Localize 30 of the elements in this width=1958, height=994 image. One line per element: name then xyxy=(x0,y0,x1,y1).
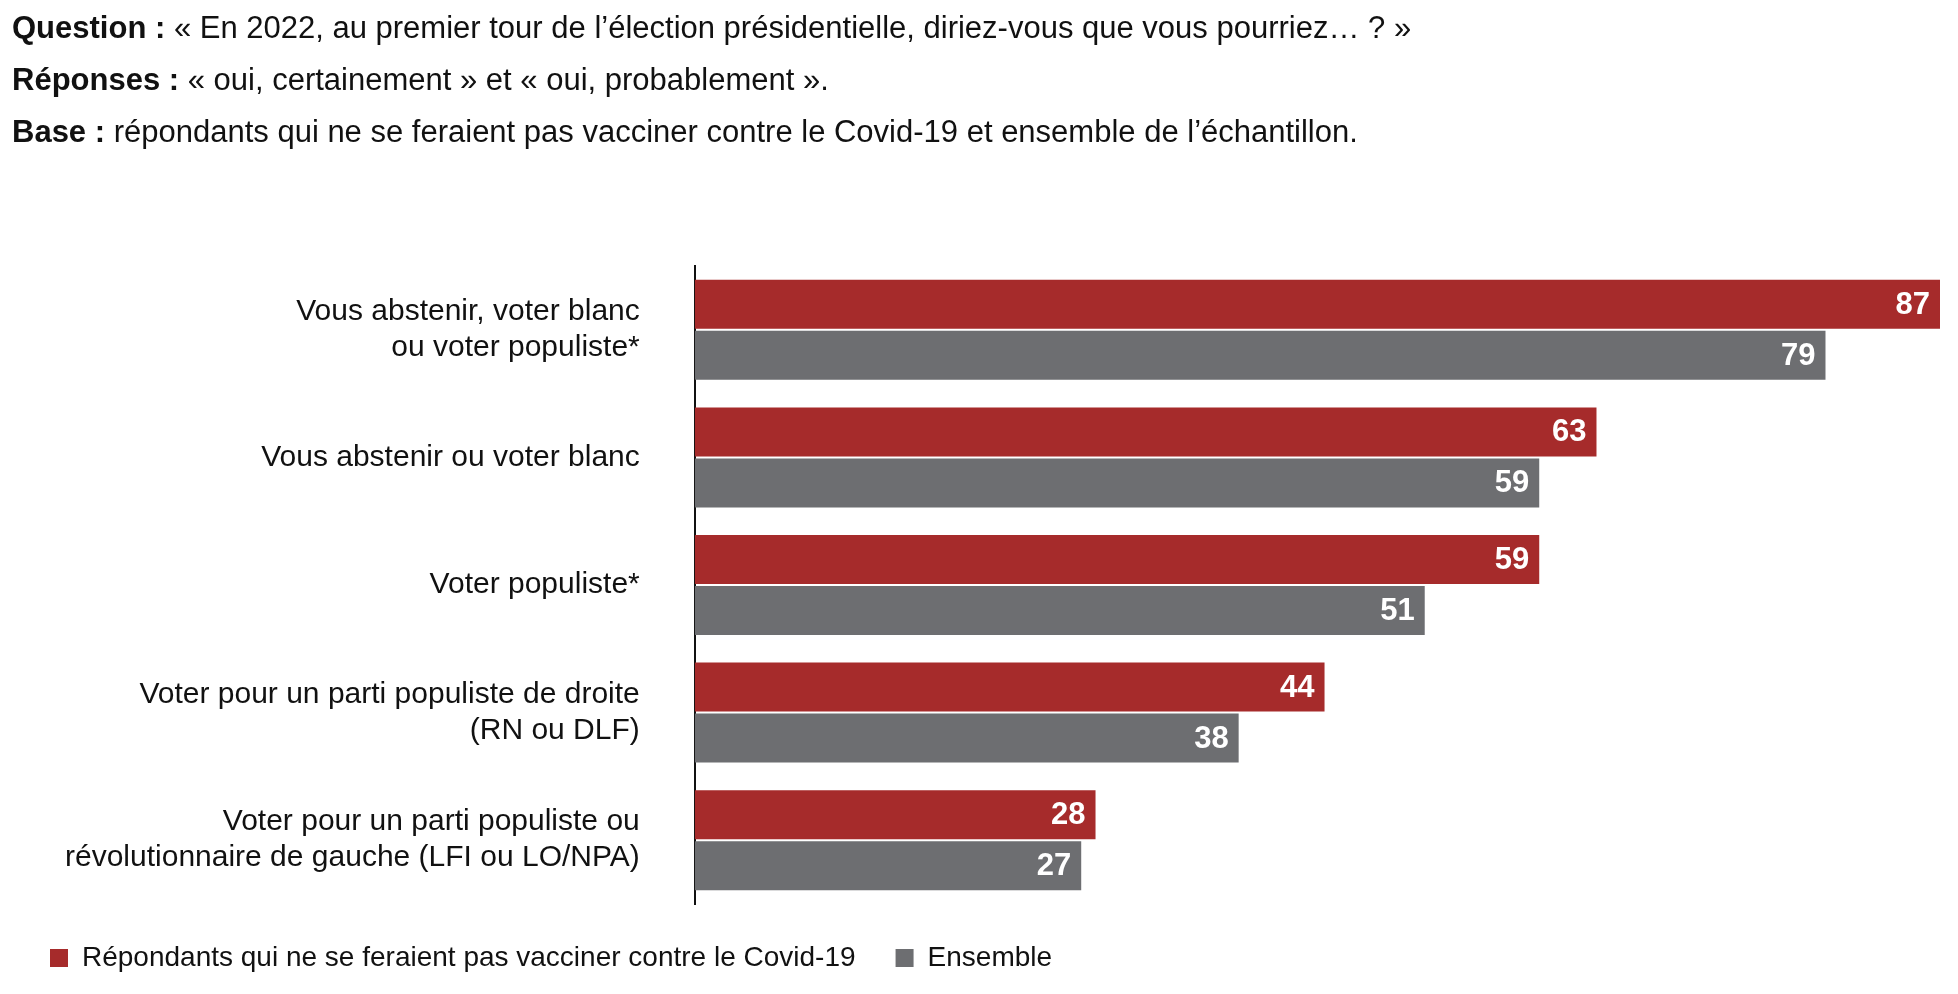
chart-title: Question : « En 2022, au premier tour de l’élection présidentielle, diriez-vous que vous pourriez… ? » xyxy=(12,10,1412,45)
legend-label: Ensemble xyxy=(927,940,1053,972)
text: Réponses : « oui, certainement » et « oui, probablement ». xyxy=(12,62,829,97)
data-label: 38 xyxy=(1194,719,1229,755)
y-tick-label: Vous abstenir, voter blanc ou voter populiste* xyxy=(296,293,641,363)
bar xyxy=(694,458,1540,508)
bar xyxy=(694,662,1325,712)
bar xyxy=(694,790,1096,840)
y-tick-label: Voter populiste* xyxy=(429,566,641,600)
y-tick-label: Vous abstenir ou voter blanc xyxy=(261,438,640,472)
bar xyxy=(694,713,1239,763)
y-tick-label: Voter pour un parti populiste de droite (RN ou DLF) xyxy=(139,675,640,745)
bar xyxy=(694,534,1540,584)
bar xyxy=(694,841,1082,891)
bar xyxy=(694,279,1940,329)
data-label: 59 xyxy=(1494,464,1530,500)
text: Base : répondants qui ne se feraient pas vacciner contre le Covid-19 et ensemble de l’échantillon. xyxy=(12,114,1358,149)
y-tick-label: Voter pour un parti populiste ou révolutionnaire de gauche (LFI ou LO/NPA) xyxy=(65,803,640,873)
data-label: 63 xyxy=(1552,413,1587,449)
data-label: 27 xyxy=(1036,847,1072,883)
bar xyxy=(694,330,1826,380)
data-label: 44 xyxy=(1280,668,1316,704)
data-label: 59 xyxy=(1494,541,1530,577)
data-label: 79 xyxy=(1781,336,1816,372)
legend-label: Répondants qui ne se feraient pas vacciner contre le Covid-19 xyxy=(82,940,856,972)
data-label: 51 xyxy=(1380,592,1415,628)
bar xyxy=(694,407,1597,457)
data-label: 87 xyxy=(1895,285,1930,321)
data-label: 28 xyxy=(1051,796,1086,832)
bar xyxy=(694,586,1425,636)
